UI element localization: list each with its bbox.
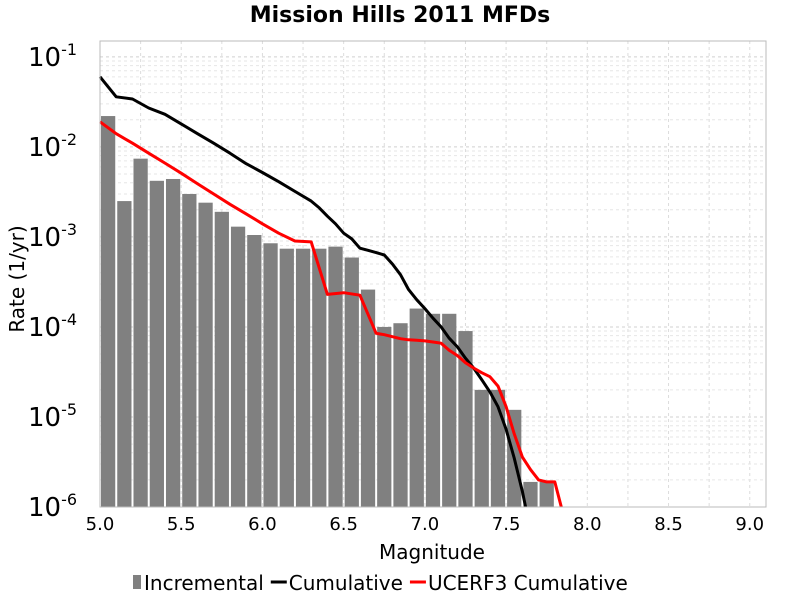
y-axis-label: Rate (1/yr) bbox=[5, 225, 29, 332]
incremental-bar bbox=[425, 313, 441, 507]
ucerf3-cumulative-line bbox=[99, 120, 563, 508]
incremental-bar bbox=[133, 158, 148, 507]
x-tick-label: 8.5 bbox=[654, 514, 683, 535]
x-axis-label: Magnitude bbox=[379, 540, 485, 564]
incremental-bars bbox=[101, 116, 554, 508]
legend-label: UCERF3 Cumulative bbox=[428, 571, 628, 595]
incremental-bar bbox=[295, 248, 311, 508]
incremental-bar bbox=[377, 326, 392, 507]
incremental-bar bbox=[182, 193, 197, 507]
incremental-bar bbox=[279, 248, 294, 508]
incremental-bar bbox=[328, 246, 343, 507]
cumulative-lines bbox=[98, 75, 563, 508]
incremental-bar bbox=[117, 201, 132, 507]
x-tick-label: 5.0 bbox=[86, 514, 115, 535]
legend-swatch bbox=[133, 575, 141, 589]
incremental-bar bbox=[101, 116, 116, 507]
incremental-bar bbox=[409, 308, 424, 507]
incremental-bar bbox=[523, 481, 538, 507]
y-tick-labels: 10-1 10-2 10-3 10-4 10-5 10-6 bbox=[28, 40, 77, 523]
incremental-bar bbox=[312, 248, 327, 508]
x-tick-label: 9.0 bbox=[735, 514, 764, 535]
incremental-bar bbox=[393, 323, 408, 507]
y-tick-label: 10-1 bbox=[28, 40, 77, 73]
incremental-bar bbox=[230, 226, 246, 507]
x-tick-labels: 5.0 5.5 6.0 6.5 7.0 7.5 8.0 8.5 9.0 bbox=[86, 514, 764, 535]
x-tick-label: 8.0 bbox=[573, 514, 602, 535]
incremental-bar bbox=[442, 313, 457, 507]
x-tick-label: 6.5 bbox=[329, 514, 358, 535]
y-tick-label: 10-6 bbox=[28, 490, 77, 523]
y-tick-label: 10-2 bbox=[28, 130, 77, 163]
x-tick-label: 7.5 bbox=[492, 514, 521, 535]
incremental-bar bbox=[149, 180, 164, 507]
incremental-bar bbox=[247, 235, 262, 507]
y-tick-label: 10-5 bbox=[28, 400, 77, 433]
cumulative-line bbox=[98, 75, 528, 508]
incremental-bar bbox=[474, 389, 489, 507]
incremental-bar bbox=[360, 289, 376, 507]
x-tick-label: 5.5 bbox=[167, 514, 196, 535]
incremental-bar bbox=[198, 202, 213, 507]
incremental-bar bbox=[539, 481, 554, 507]
x-tick-label: 7.0 bbox=[411, 514, 440, 535]
chart-title: Mission Hills 2011 MFDs bbox=[250, 3, 551, 28]
y-tick-label: 10-4 bbox=[28, 310, 77, 343]
legend: Incremental Cumulative UCERF3 Cumulative bbox=[133, 571, 628, 595]
legend-label: Cumulative bbox=[289, 571, 403, 595]
legend-label: Incremental bbox=[144, 571, 264, 595]
y-tick-label: 10-3 bbox=[28, 220, 77, 253]
incremental-bar bbox=[458, 331, 473, 507]
x-tick-label: 6.0 bbox=[248, 514, 277, 535]
incremental-bar bbox=[263, 243, 278, 507]
plot-frame bbox=[99, 40, 767, 508]
incremental-bar bbox=[344, 257, 359, 507]
incremental-bar bbox=[214, 211, 229, 507]
incremental-bar bbox=[165, 178, 181, 507]
